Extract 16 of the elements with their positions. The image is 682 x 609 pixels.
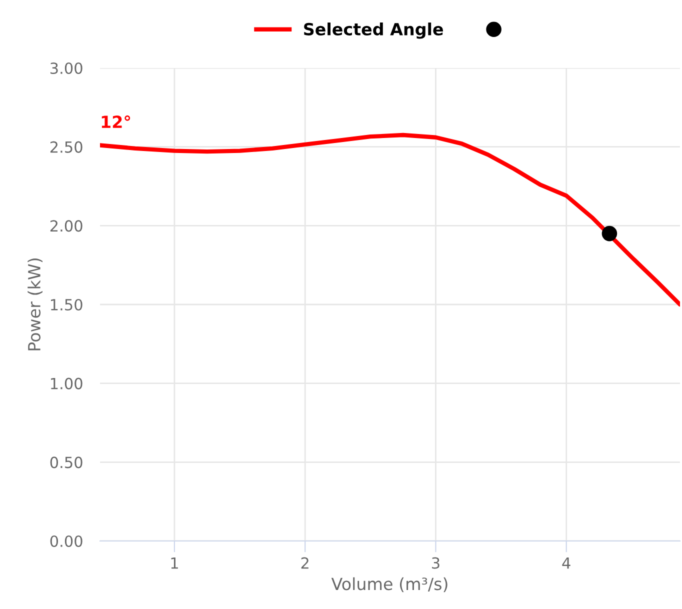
y-tick-label: 3.00	[50, 62, 82, 74]
x-tick-label: 2	[301, 557, 308, 569]
annotation: 12°	[102, 115, 130, 128]
y-tick-label: 2.00	[50, 220, 82, 232]
y-tick-label: 0.50	[50, 456, 82, 468]
y-tick-label: 2.50	[50, 141, 82, 153]
y-tick-label: 1.50	[50, 298, 82, 311]
line-series	[100, 132, 680, 307]
x-tick-label: 3	[432, 557, 440, 569]
x-axis-title: Volume (m³/s)	[331, 577, 448, 592]
x-tick-label: 1	[171, 557, 178, 569]
y-tick-label: 0.00	[50, 535, 82, 548]
y-tick-label: 1.00	[50, 378, 82, 390]
y-axis-title: Power (kW)	[28, 258, 42, 350]
legend-label: Selected Angle	[304, 22, 443, 39]
x-tick-label: 4	[562, 557, 570, 569]
